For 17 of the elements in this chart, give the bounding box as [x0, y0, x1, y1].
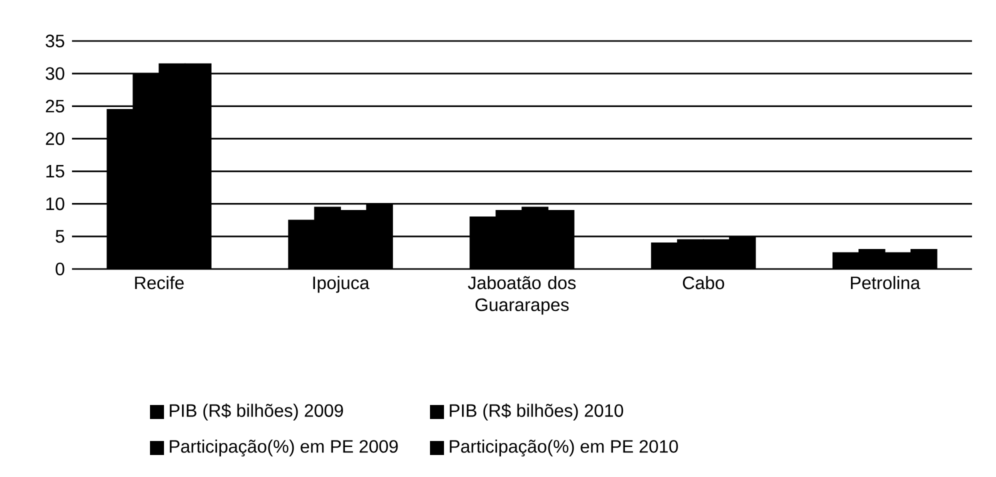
y-tick-label: 30 — [46, 67, 64, 80]
y-tick-label: 5 — [56, 230, 64, 243]
y-tick-label: 35 — [46, 34, 64, 48]
x-tick-label: Petrolina — [850, 276, 920, 290]
legend-label: Participação(%) em PE 2010 — [450, 440, 678, 456]
y-tick-label: 0 — [56, 262, 64, 276]
y-tick-label: 15 — [46, 165, 64, 178]
x-tick-label: Cabo — [682, 276, 724, 290]
y-tick-label: 20 — [46, 132, 64, 146]
legend-label: PIB (R$ bilhões) 2009 — [170, 404, 343, 420]
y-tick-label: 25 — [46, 100, 64, 112]
y-tick-label: 10 — [46, 197, 64, 210]
x-tick-label: Ipojuca — [313, 276, 370, 293]
legend-label: Participação(%) em PE 2009 — [170, 440, 398, 456]
legend-label: PIB (R$ bilhões) 2010 — [450, 404, 624, 420]
x-tick-label: Recife — [135, 276, 184, 290]
x-tick-label: Jaboatão dos Guararapes — [468, 276, 576, 315]
